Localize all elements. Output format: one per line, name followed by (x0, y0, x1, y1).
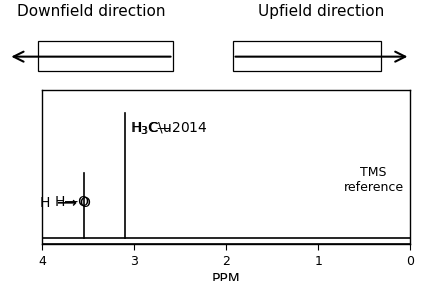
Text: H$_3$C—: H$_3$C— (130, 121, 172, 137)
Text: Upfield direction: Upfield direction (258, 4, 385, 19)
Text: Downfield direction: Downfield direction (16, 4, 165, 19)
X-axis label: PPM: PPM (212, 272, 241, 281)
Text: H $\mathbf{\longrightarrow}$O: H $\mathbf{\longrightarrow}$O (39, 196, 91, 210)
Bar (38, 41, 173, 71)
Text: H—O: H—O (54, 195, 89, 209)
Text: TMS
reference: TMS reference (343, 166, 404, 194)
Text: H$_3$C\u2014: H$_3$C\u2014 (131, 121, 207, 137)
Bar (233, 41, 381, 71)
